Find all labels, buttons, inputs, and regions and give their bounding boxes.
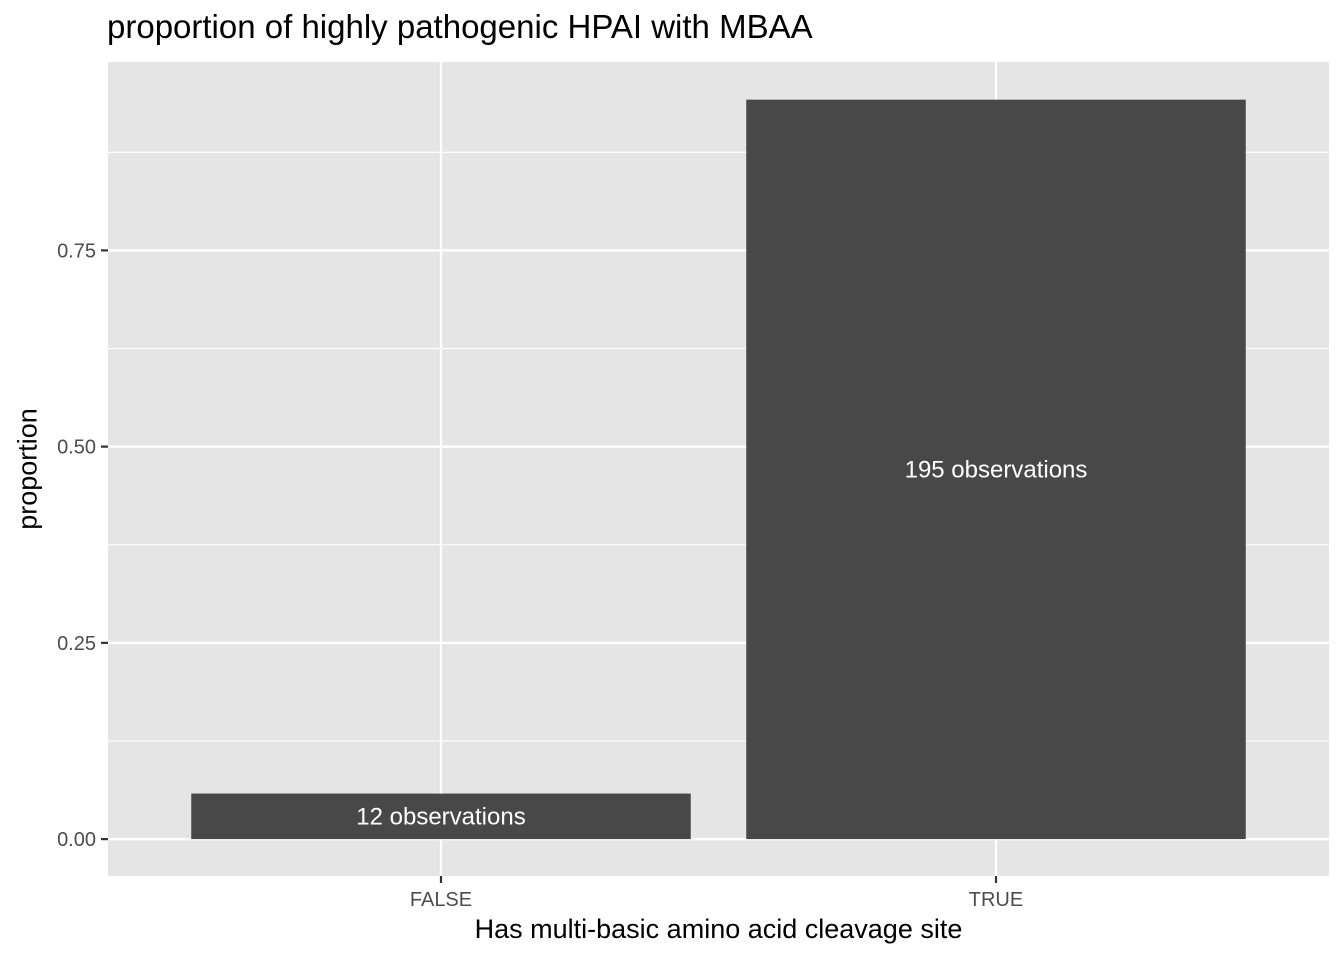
bar bbox=[191, 793, 691, 840]
bars: 12 observations 195 observations bbox=[191, 99, 1246, 840]
y-tick-label: 0.50 bbox=[57, 437, 96, 459]
bar-data-label: 12 observations bbox=[356, 803, 525, 830]
x-axis-title: Has multi-basic amino acid cleavage site bbox=[474, 914, 963, 944]
y-tick-label: 0.75 bbox=[57, 240, 96, 262]
x-tick-label: TRUE bbox=[969, 889, 1023, 911]
axes: 0.00 0.25 0.50 0.75 FALSE TRUE bbox=[57, 240, 1023, 911]
x-tick-label: FALSE bbox=[410, 889, 472, 911]
bar bbox=[746, 99, 1246, 840]
y-axis-title: proportion bbox=[12, 408, 43, 530]
chart-title: proportion of highly pathogenic HPAI wit… bbox=[107, 8, 813, 45]
y-tick-label: 0.00 bbox=[57, 829, 96, 851]
bar-data-label: 195 observations bbox=[905, 456, 1088, 483]
y-tick-label: 0.25 bbox=[57, 633, 96, 655]
